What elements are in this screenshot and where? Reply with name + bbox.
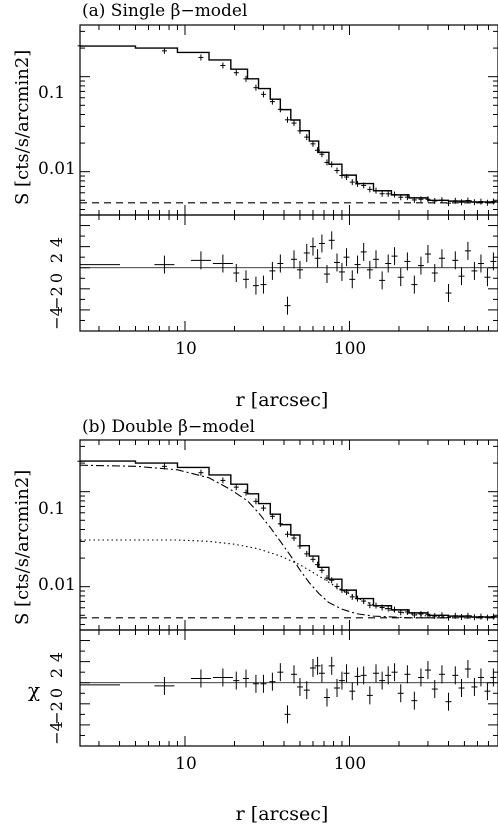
- panel-a-res-tick-0: 4: [47, 237, 66, 247]
- panel-b-ylabel: S [cts/s/arcmin2]: [12, 470, 33, 625]
- panel-a: (a) Single β−model 0.1 0.01 S [cts/s/arc…: [12, 1, 498, 411]
- panel-a-res-tick-4: −4: [47, 306, 66, 330]
- panel-b-y-tick-0: 0.1: [38, 499, 65, 519]
- panel-b-title: (b) Double β−model: [82, 417, 255, 437]
- panel-a-res-tick-2: 0: [47, 273, 66, 283]
- panel-b-main-frame: [79, 439, 498, 631]
- panel-b: (b) Double β−model 0.1 0.01 S [cts/s/arc…: [12, 417, 498, 825]
- panel-a-ticks: [80, 25, 498, 332]
- panel-b-xlabel: r [arcsec]: [236, 803, 329, 825]
- series-model-step-line: [80, 45, 498, 203]
- panel-b-y-tick-1: 0.01: [38, 575, 76, 595]
- panel-a-y-tick-0: 0.1: [38, 83, 65, 103]
- panel-a-xlabel: r [arcsec]: [236, 389, 329, 411]
- panel-b-res-ylabel: χ: [28, 678, 40, 702]
- panel-b-x-tick-0: 10: [175, 754, 197, 774]
- panel-a-res-tick-3: −2: [47, 286, 66, 310]
- panel-b-ticks: [80, 440, 498, 747]
- series-component-2-line: [80, 539, 449, 618]
- panel-b-x-tick-1: 100: [334, 754, 366, 774]
- panel-a-residual-plot: [79, 231, 498, 315]
- panel-b-res-tick-2: 0: [47, 688, 66, 698]
- panel-a-y-tick-1: 0.01: [38, 159, 76, 179]
- panel-b-res-tick-3: −2: [47, 701, 66, 725]
- panel-b-residual-plot: [79, 656, 498, 724]
- panel-a-title: (a) Single β−model: [82, 1, 247, 21]
- series-component-1-line: [79, 464, 449, 619]
- panel-a-ylabel: S [cts/s/arcmin2]: [12, 50, 33, 205]
- panel-b-res-tick-1: 2: [47, 668, 66, 678]
- panel-b-residual-frame: [79, 629, 498, 747]
- panel-a-x-tick-0: 10: [175, 339, 197, 359]
- series-model-step-line: [80, 460, 498, 618]
- panel-a-res-tick-1: 2: [47, 253, 66, 263]
- panel-b-ylabel-text: S [cts/s/arcmin2]: [12, 470, 33, 625]
- panel-b-res-tick-4: −4: [47, 721, 66, 745]
- panel-a-main-plot: [77, 42, 498, 207]
- panel-a-ylabel-text: S [cts/s/arcmin2]: [12, 50, 33, 205]
- panel-a-x-tick-1: 100: [334, 339, 366, 359]
- panel-b-res-tick-0: 4: [47, 652, 66, 662]
- panel-b-main-plot: [77, 458, 498, 621]
